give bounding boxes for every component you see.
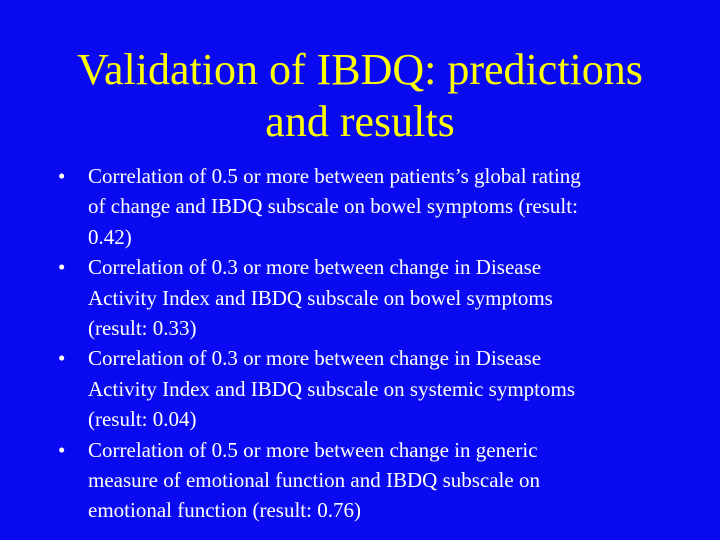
bullet-text: (result: 0.04) (88, 407, 197, 432)
bullet-marker: • (58, 255, 66, 280)
bullet-text: Correlation of 0.5 or more between chang… (88, 437, 538, 462)
bullet-text: Correlation of 0.3 or more between chang… (88, 255, 542, 280)
bullet-text: of change and IBDQ subscale on bowel sym… (88, 194, 578, 219)
bullet-marker: • (58, 164, 66, 188)
slide-title: and results (265, 97, 455, 146)
bullet-text: Correlation of 0.5 or more between patie… (88, 164, 581, 188)
bullet-text: Activity Index and IBDQ subscale on bowe… (88, 285, 553, 310)
bullet-text: Activity Index and IBDQ subscale on syst… (88, 376, 576, 401)
bullet-text: (result: 0.33) (88, 316, 197, 340)
bullet-text: 0.42) (88, 224, 132, 249)
bullet-text: emotional function (result: 0.76) (88, 498, 361, 523)
bullet-marker: • (58, 437, 66, 462)
bullet-text: measure of emotional function and IBDQ s… (88, 468, 540, 492)
slide-title: Validation of IBDQ: predictions (77, 45, 643, 94)
bullet-marker: • (58, 346, 66, 371)
bullet-text: Correlation of 0.3 or more between chang… (88, 346, 542, 371)
